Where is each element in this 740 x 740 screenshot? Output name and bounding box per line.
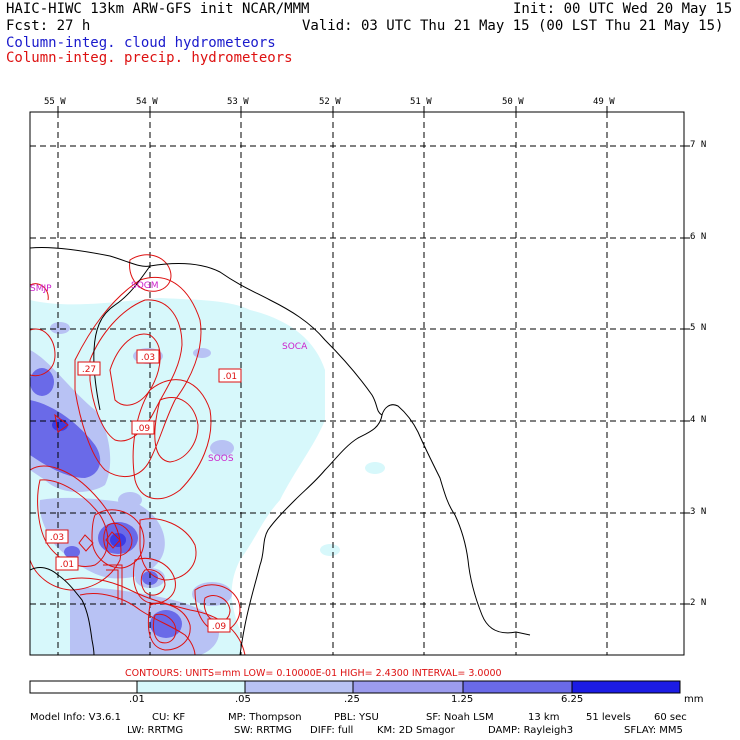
lat-lon-grid [30, 112, 684, 655]
model-info-lw: LW: RRTMG [127, 725, 184, 736]
model-info-pbl: PBL: YSU [334, 712, 379, 723]
model-info-sw: SW: RRTMG [234, 725, 292, 736]
cloud-field-dark [30, 368, 182, 638]
lat-label-3n: 3 N [690, 507, 707, 517]
contours-label: CONTOURS: UNITS=mm LOW= 0.10000E-01 HIGH… [125, 668, 502, 679]
colorbar-bin-2 [136, 680, 246, 694]
field-cloud-label: Column-integ. cloud hydrometeors [6, 35, 276, 51]
lat-ticks [684, 145, 690, 605]
lon-ticks [57, 106, 608, 112]
model-info-cu: CU: KF [152, 712, 186, 723]
colorbar-bin-1 [29, 680, 138, 694]
colorbar-label-4: 1.25 [451, 694, 474, 705]
contour-label-boxes: .27 .03 .01 .09 .03 .01 .09 [45, 349, 242, 633]
model-info-diff: DIFF: full [310, 725, 354, 736]
field-precip-label: Column-integ. precip. hydrometeors [6, 50, 293, 66]
colorbar-bin-6 [571, 680, 681, 694]
lon-label-53w: 53 W [227, 97, 249, 107]
model-info-res: 13 km [528, 712, 560, 723]
lat-label-4n: 4 N [690, 415, 707, 425]
contour-label-4: .09 [136, 424, 151, 434]
colorbar-label-5: 6.25 [561, 694, 584, 705]
station-smjp: SMJP [30, 284, 52, 294]
colorbar [29, 680, 681, 694]
model-info-sf: SF: Noah LSM [426, 712, 494, 723]
model-info-levels: 51 levels [586, 712, 631, 723]
colorbar-bin-4 [352, 680, 464, 694]
lon-label-49w: 49 W [593, 97, 615, 107]
lon-label-55w: 55 W [44, 97, 66, 107]
contour-label-6: .01 [60, 560, 74, 570]
map-frame [29, 111, 685, 656]
station-sogm: SOGM [131, 281, 159, 291]
plot-title: HAIC-HIWC 13km ARW-GFS init NCAR/MMM [6, 1, 310, 17]
lon-label-54w: 54 W [136, 97, 158, 107]
model-info-timestep: 60 sec [654, 712, 687, 723]
station-soos: SOOS [208, 454, 234, 464]
model-info-mp: MP: Thompson [228, 712, 302, 723]
colorbar-label-1: .01 [129, 694, 145, 705]
lat-label-7n: 7 N [690, 140, 707, 150]
lat-label-2n: 2 N [690, 598, 707, 608]
contour-label-2: .03 [141, 353, 155, 363]
model-info-sflay: SFLAY: MM5 [624, 725, 683, 736]
contour-label-3: .01 [223, 372, 237, 382]
valid-time: Valid: 03 UTC Thu 21 May 15 (00 LST Thu … [302, 18, 724, 34]
station-soca: SOCA [282, 342, 308, 352]
colorbar-bin-5 [462, 680, 573, 694]
model-info-km: KM: 2D Smagor [377, 725, 455, 736]
station-ids: SMJP SOGM SOCA SOOS [30, 281, 308, 464]
model-info-damp: DAMP: Rayleigh3 [488, 725, 574, 736]
lat-label-5n: 5 N [690, 323, 707, 333]
lon-label-50w: 50 W [502, 97, 524, 107]
model-info-version: Model Info: V3.6.1 [30, 712, 121, 723]
colorbar-bin-3 [244, 680, 354, 694]
lat-label-6n: 6 N [690, 232, 707, 242]
coastline [30, 247, 531, 655]
contour-label-1: .27 [82, 365, 96, 375]
forecast-hour: Fcst: 27 h [6, 18, 91, 34]
lon-label-52w: 52 W [319, 97, 341, 107]
contour-label-5: .03 [50, 533, 64, 543]
colorbar-unit: mm [684, 694, 704, 705]
contour-label-7: .09 [212, 622, 227, 632]
colorbar-label-3: .25 [344, 694, 360, 705]
colorbar-label-2: .05 [235, 694, 251, 705]
lon-label-51w: 51 W [410, 97, 432, 107]
init-time: Init: 00 UTC Wed 20 May 15 [513, 1, 733, 17]
